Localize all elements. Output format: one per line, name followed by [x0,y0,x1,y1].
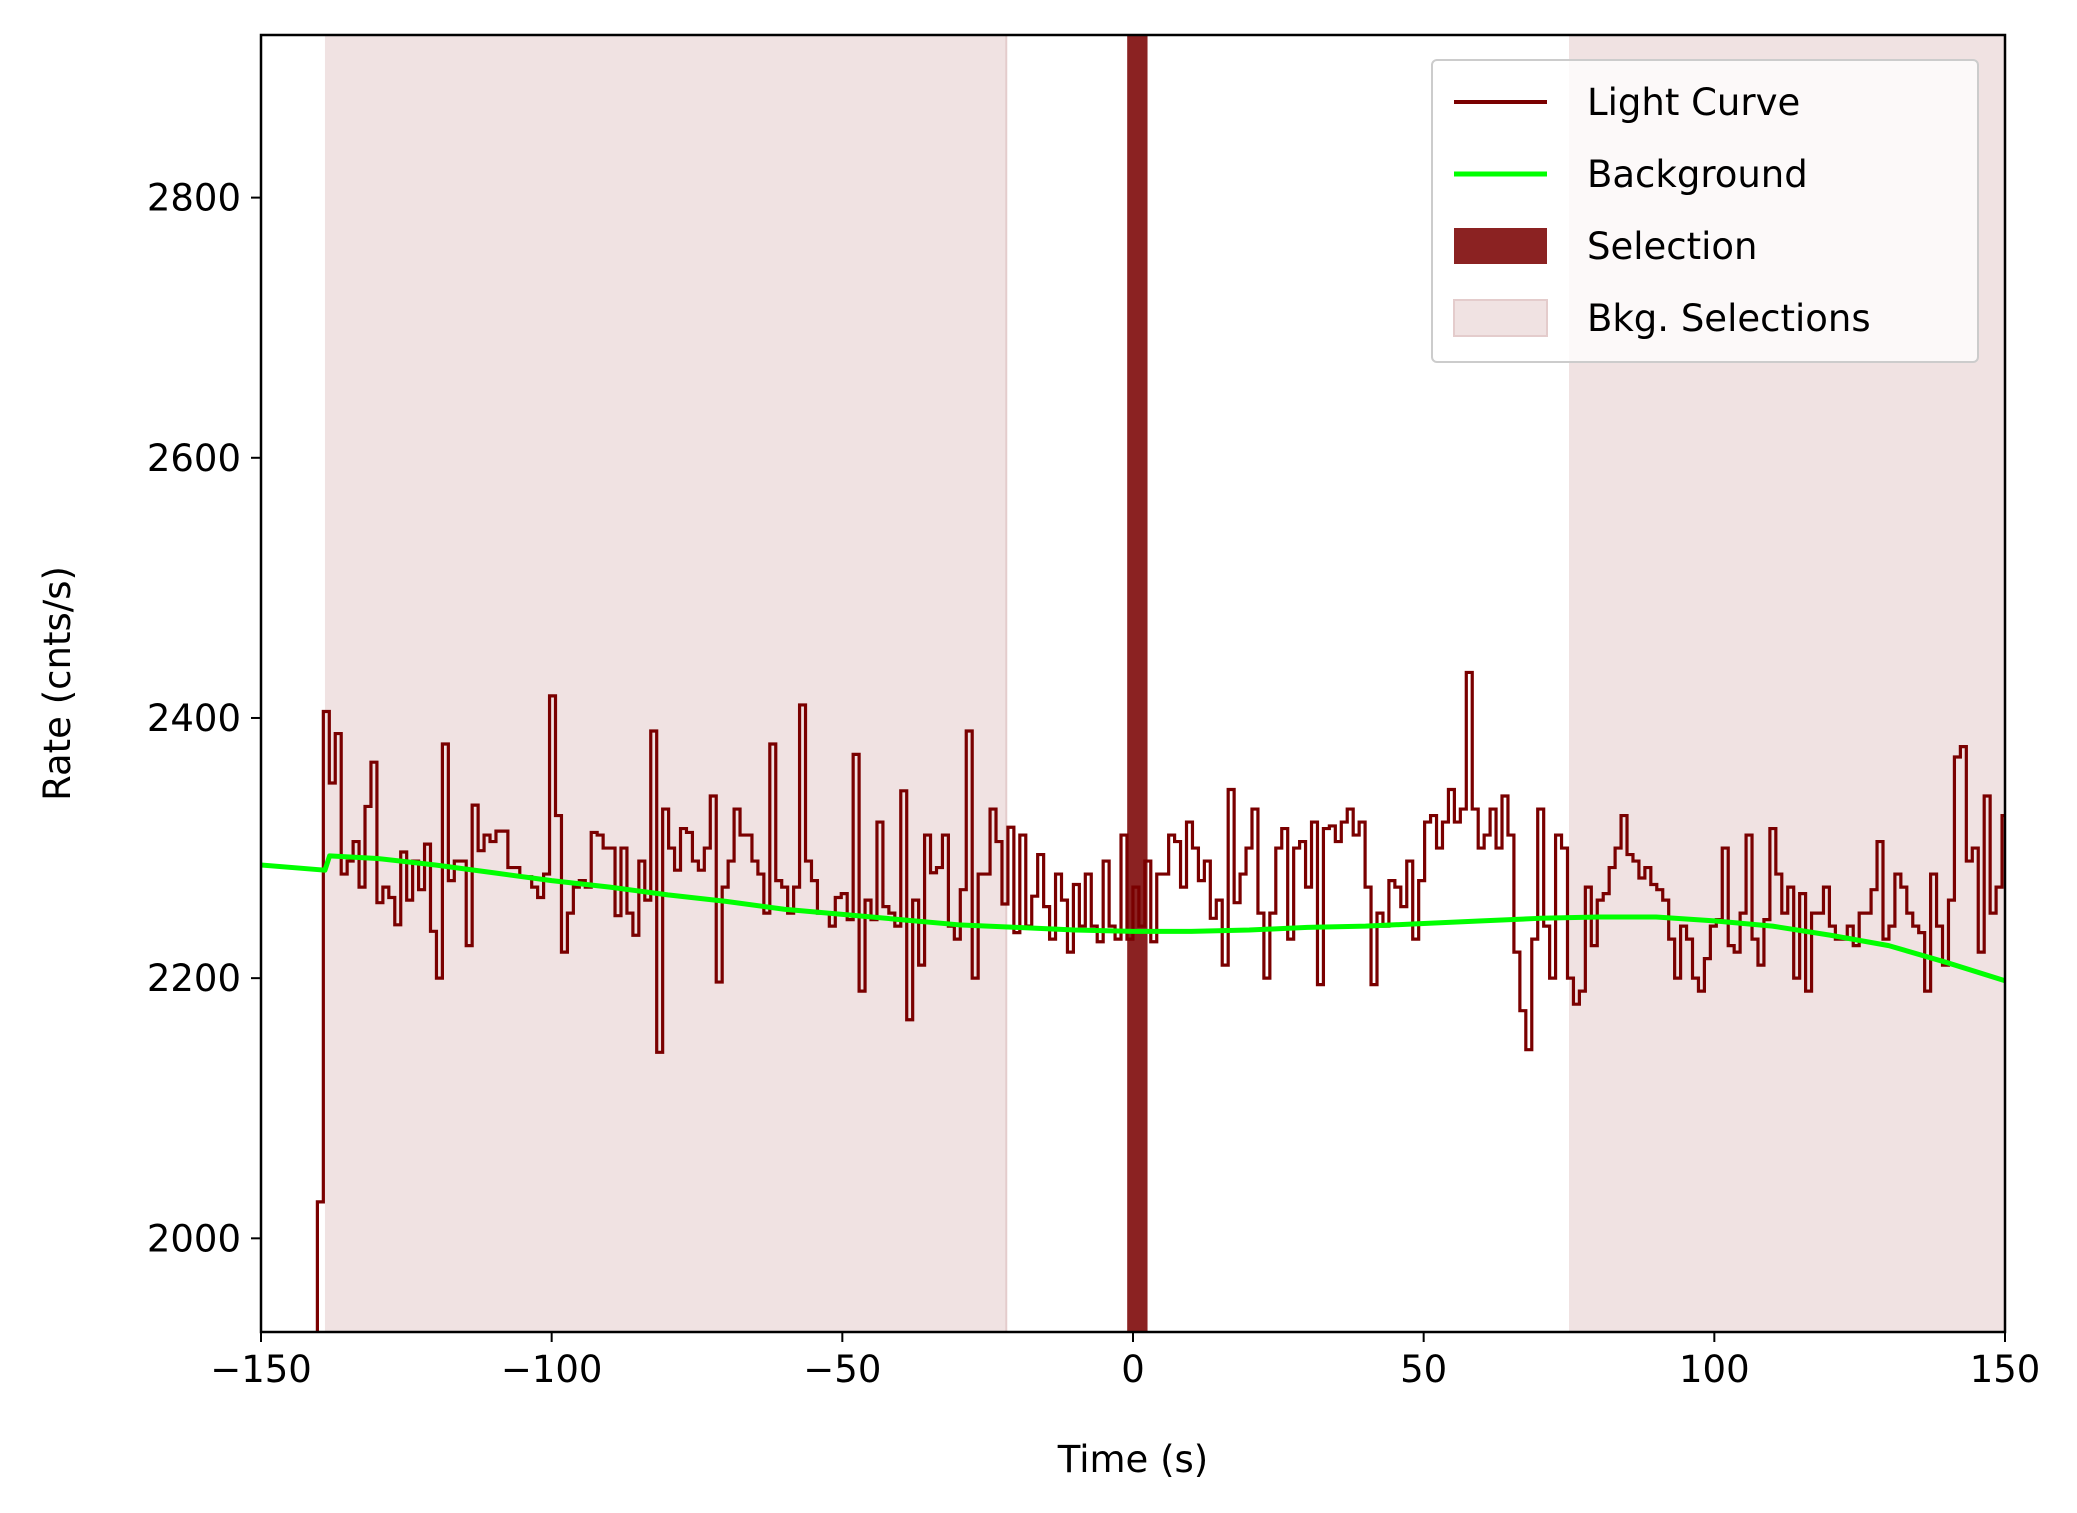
x-axis-label: Time (s) [1057,1438,1208,1481]
y-tick-label: 2000 [147,1217,241,1260]
x-tick-label: −50 [803,1348,881,1391]
selection-band [1127,35,1148,1332]
x-tick-label: 50 [1400,1348,1447,1391]
x-tick-label: −150 [210,1348,312,1391]
x-tick-label: −100 [501,1348,603,1391]
legend-label-selection: Selection [1587,225,1758,268]
legend-label-bkg-selections: Bkg. Selections [1587,297,1871,340]
y-tick-label: 2400 [147,697,241,740]
x-tick-label: 100 [1679,1348,1750,1391]
selection-band-layer [1127,35,1148,1332]
legend-box [1431,59,1979,363]
y-tick-label: 2200 [147,957,241,1000]
y-axis-label: Rate (cnts/s) [36,566,79,801]
legend-swatch-bkg-selections [1453,299,1548,337]
light-curve-series [315,670,2005,1332]
y-axis-ticks: 2000 2200 2400 2600 2800 [147,177,261,1260]
y-tick-label: 2800 [147,177,241,220]
x-axis-ticks: −150 −100 −50 0 50 100 150 [210,1332,2040,1391]
background-layer [261,853,2005,984]
bkg-selection-fill [324,35,1007,1332]
legend-label-light-curve: Light Curve [1587,81,1800,124]
legend-swatch-selection [1454,228,1547,264]
y-tick-label: 2600 [147,437,241,480]
legend: Light Curve Background Selection Bkg. Se… [1431,59,1979,363]
x-tick-label: 0 [1121,1348,1145,1391]
light-curve-layer [315,670,2005,1332]
legend-label-background: Background [1587,153,1808,196]
x-tick-label: 150 [1970,1348,2041,1391]
background-series [261,853,2005,984]
